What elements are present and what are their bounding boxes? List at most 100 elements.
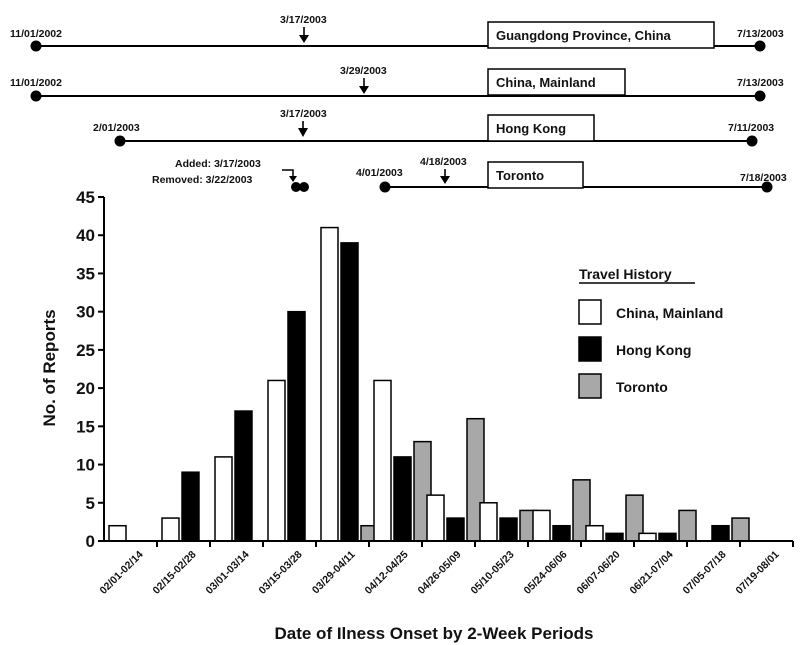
bar-china bbox=[108, 524, 127, 542]
bar-hongkong bbox=[499, 517, 518, 542]
bar-toronto bbox=[731, 517, 750, 542]
timeline-toronto-arrow-icon bbox=[440, 176, 450, 184]
timeline-guangdong-box bbox=[487, 21, 715, 49]
legend-label-hongkong: Hong Kong bbox=[616, 342, 691, 358]
timeline-hongkong-end: 7/11/2003 bbox=[728, 122, 774, 134]
bar-hongkong bbox=[234, 410, 253, 542]
timeline-china-end: 7/13/2003 bbox=[737, 77, 784, 89]
x-tick-label: 03/15-03/28 bbox=[256, 549, 304, 597]
bar-china bbox=[320, 226, 339, 542]
timeline-guangdong-start-dot bbox=[30, 40, 42, 52]
timeline-hongkong-label: Hong Kong bbox=[496, 121, 566, 136]
toronto-added-dot bbox=[291, 182, 301, 192]
timeline-china-start-dot bbox=[30, 90, 42, 102]
y-tick-label: 35 bbox=[76, 264, 95, 283]
legend-title: Travel History bbox=[579, 266, 672, 282]
timeline-toronto-label: Toronto bbox=[496, 168, 544, 183]
bar-hongkong bbox=[446, 517, 465, 542]
bar-hongkong bbox=[658, 532, 677, 542]
timeline-china-marker-date: 3/29/2003 bbox=[340, 65, 387, 77]
y-tick-label: 0 bbox=[86, 532, 95, 551]
toronto-removed-dot bbox=[299, 182, 309, 192]
timeline-hongkong: 2/01/2003 7/11/2003 3/17/2003 Hong Kong bbox=[93, 108, 774, 147]
x-axis-title: Date of Ilness Onset by 2-Week Periods bbox=[274, 624, 593, 643]
bars bbox=[108, 226, 750, 542]
x-tick-label: 07/19-08/01 bbox=[733, 549, 781, 597]
timeline-china-box bbox=[487, 68, 626, 96]
timeline-china-arrow-icon bbox=[359, 86, 369, 94]
bar-china bbox=[267, 379, 286, 542]
x-tick-label: 05/24-06/06 bbox=[521, 549, 569, 597]
x-tick-label: 02/01-02/14 bbox=[97, 549, 145, 597]
x-tick-label: 05/10-05/23 bbox=[468, 549, 516, 597]
legend-swatch-toronto bbox=[578, 373, 602, 399]
timeline-china-label: China, Mainland bbox=[496, 75, 596, 90]
x-tick-label: 06/07-06/20 bbox=[574, 549, 622, 597]
timeline-china-start: 11/01/2002 bbox=[10, 77, 62, 89]
bar-hongkong bbox=[181, 471, 200, 542]
bar-china bbox=[532, 509, 551, 542]
bar-china bbox=[161, 517, 180, 542]
y-tick-label: 5 bbox=[86, 494, 95, 513]
timeline-guangdong-end: 7/13/2003 bbox=[737, 28, 784, 40]
toronto-note-bracket bbox=[282, 169, 294, 178]
x-tick-label: 04/26-05/09 bbox=[415, 549, 463, 597]
bar-china bbox=[426, 494, 445, 542]
y-tick-label: 45 bbox=[76, 188, 95, 207]
y-axis: 0 5 10 15 20 25 30 35 40 45 bbox=[76, 188, 104, 551]
timeline-toronto-end-dot bbox=[761, 181, 773, 193]
timeline-hongkong-end-dot bbox=[746, 135, 758, 147]
timeline-toronto-marker-date: 4/18/2003 bbox=[420, 156, 467, 168]
x-tick-label: 03/29-04/11 bbox=[310, 549, 358, 597]
toronto-removed-note: Removed: 3/22/2003 bbox=[152, 174, 253, 186]
timeline-hongkong-start: 2/01/2003 bbox=[93, 122, 140, 134]
bar-china bbox=[373, 379, 392, 542]
x-tick-label: 06/21-07/04 bbox=[627, 549, 675, 597]
bar-toronto bbox=[678, 509, 697, 542]
x-tick-label: 07/05-07/18 bbox=[680, 549, 728, 597]
bar-chart: No. of Reports Date of Ilness Onset by 2… bbox=[40, 188, 794, 643]
bar-hongkong bbox=[552, 524, 571, 542]
bar-hongkong bbox=[340, 242, 359, 542]
y-tick-label: 30 bbox=[76, 303, 95, 322]
y-tick-label: 25 bbox=[76, 341, 95, 360]
timeline-guangdong-start: 11/01/2002 bbox=[10, 28, 62, 40]
y-tick-label: 40 bbox=[76, 226, 95, 245]
x-tick-label: 04/12-04/25 bbox=[362, 549, 410, 597]
timelines: 11/01/2002 7/13/2003 3/17/2003 Guangdong… bbox=[10, 14, 787, 193]
legend-swatch-hongkong bbox=[578, 336, 602, 362]
timeline-toronto-end: 7/18/2003 bbox=[740, 172, 787, 184]
timeline-guangdong-label: Guangdong Province, China bbox=[496, 28, 672, 43]
bar-hongkong bbox=[287, 310, 306, 542]
timeline-toronto: 4/01/2003 7/18/2003 4/18/2003 Toronto Ad… bbox=[152, 156, 787, 193]
timeline-hongkong-start-dot bbox=[114, 135, 126, 147]
timeline-toronto-start-dot bbox=[379, 181, 391, 193]
timeline-toronto-box bbox=[487, 161, 584, 189]
timeline-china: 11/01/2002 7/13/2003 3/29/2003 China, Ma… bbox=[10, 65, 784, 102]
timeline-guangdong-arrow-icon bbox=[299, 35, 309, 43]
timeline-guangdong-end-dot bbox=[754, 40, 766, 52]
x-tick-label: 02/15-02/28 bbox=[150, 549, 198, 597]
legend-label-toronto: Toronto bbox=[616, 379, 668, 395]
timeline-toronto-start: 4/01/2003 bbox=[356, 167, 403, 179]
timeline-hongkong-marker-date: 3/17/2003 bbox=[280, 108, 327, 120]
y-tick-label: 20 bbox=[76, 379, 95, 398]
legend-swatch-china bbox=[578, 299, 602, 325]
timeline-guangdong: 11/01/2002 7/13/2003 3/17/2003 Guangdong… bbox=[10, 14, 784, 52]
bar-china bbox=[638, 532, 657, 542]
y-axis-title: No. of Reports bbox=[40, 309, 59, 426]
bar-china bbox=[479, 502, 498, 542]
timeline-guangdong-marker-date: 3/17/2003 bbox=[280, 14, 327, 26]
y-tick-label: 15 bbox=[76, 417, 95, 436]
timeline-china-end-dot bbox=[754, 90, 766, 102]
y-tick-label: 10 bbox=[76, 456, 95, 475]
toronto-added-note: Added: 3/17/2003 bbox=[175, 158, 261, 170]
timeline-hongkong-arrow-icon bbox=[298, 128, 308, 137]
bar-hongkong bbox=[393, 456, 412, 542]
legend-label-china: China, Mainland bbox=[616, 305, 723, 321]
bar-china bbox=[585, 524, 604, 542]
bar-china bbox=[214, 456, 233, 542]
bar-hongkong bbox=[711, 524, 730, 542]
toronto-note-arrow-icon bbox=[289, 176, 297, 182]
